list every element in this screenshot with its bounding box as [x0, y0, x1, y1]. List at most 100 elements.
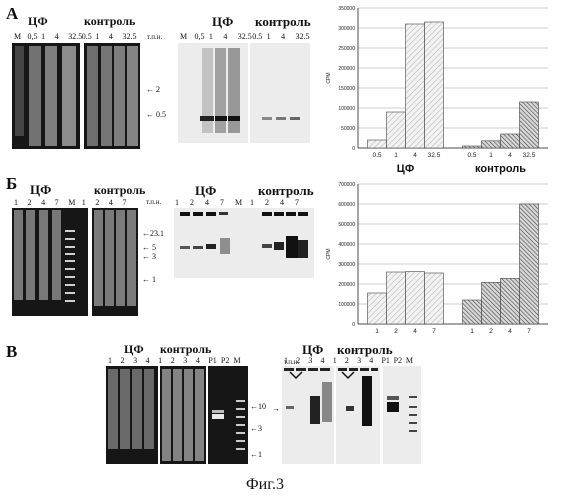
panel-label-a: А [6, 4, 18, 24]
gel-a-lane-labels: M0,51432.50.51432.5 [14, 32, 136, 42]
lane-label: 4 [369, 356, 373, 365]
y-tick-label: 500000 [338, 222, 355, 228]
bar [425, 22, 444, 148]
y-tick-label: 200000 [338, 66, 355, 72]
bar [425, 273, 444, 324]
bar [368, 140, 387, 148]
y-tick-label: 100000 [338, 302, 355, 308]
lane-label: 2 [95, 198, 99, 207]
blot-v-right-signal [383, 366, 421, 464]
lane-label: M [68, 198, 75, 207]
lane-label: 4 [55, 32, 59, 41]
blot-a-group1-label: ЦФ [212, 14, 233, 30]
lane-label: 1 [267, 32, 271, 41]
lane-label: 2 [190, 198, 194, 207]
bar [482, 141, 501, 148]
gel-a-right-image [84, 43, 140, 149]
bar [463, 300, 482, 324]
y-tick-label: 250000 [338, 46, 355, 52]
y-tick-label: 0 [352, 322, 355, 328]
lane-label: 4 [109, 198, 113, 207]
x-tick-label: 4 [508, 152, 512, 159]
lane-label: 1 [41, 32, 45, 41]
lane-label: P2 [394, 356, 402, 365]
gel-b-lane-labels: 1247M1247 [14, 198, 136, 208]
lane-label: 4 [196, 356, 200, 365]
y-axis-label: CPM [326, 72, 332, 83]
lane-label: 7 [220, 198, 224, 207]
blot-a-group2-label: контроль [255, 14, 311, 30]
x-tick-label: 4 [413, 152, 417, 159]
x-tick-label: 2 [394, 328, 398, 335]
gel-a-left-smears [12, 43, 80, 149]
gel-a-group1-label: ЦФ [28, 14, 48, 29]
blot-v-left-signal [282, 366, 334, 464]
blot-b-group2-label: контроль [258, 183, 314, 199]
bar [463, 146, 482, 148]
y-tick-label: 300000 [338, 262, 355, 268]
x-tick-label: 7 [432, 328, 436, 335]
lane-label: 1 [284, 356, 288, 365]
lane-label: 1 [95, 32, 99, 41]
x-tick-label: 7 [527, 328, 531, 335]
bar [387, 272, 406, 324]
bar [520, 102, 539, 148]
blot-b-signal [174, 208, 314, 278]
chart-a: 0500001000001500002000002500003000003500… [318, 0, 558, 180]
group-label: контроль [475, 163, 526, 175]
lane-label: 2 [265, 198, 269, 207]
gel-a-marker-05: ← 0.5 [146, 110, 166, 119]
gel-v-left-smears [106, 366, 158, 464]
gel-v-group1-label: ЦФ [124, 342, 144, 357]
blot-v-mid-image [336, 366, 380, 464]
lane-label: M [14, 32, 21, 41]
bar [501, 278, 520, 324]
y-tick-label: 700000 [338, 182, 355, 188]
lane-label: 0.5 [252, 32, 262, 41]
bar [406, 24, 425, 148]
blot-a-right-signal [250, 43, 310, 143]
lane-label: 1 [108, 356, 112, 365]
gel-v-mid-image [160, 366, 206, 464]
lane-label: 0,5 [194, 32, 204, 41]
bar [387, 112, 406, 148]
lane-label: M [406, 356, 413, 365]
blot-a-left-signal [178, 43, 248, 143]
y-tick-label: 300000 [338, 26, 355, 32]
blot-v-right-image [383, 366, 421, 464]
lane-label: 2 [296, 356, 300, 365]
lane-label: 0.5 [82, 32, 92, 41]
lane-label: 1 [175, 198, 179, 207]
x-tick-label: 0.5 [372, 152, 381, 159]
lane-label: 1 [250, 198, 254, 207]
x-tick-label: 0.5 [467, 152, 476, 159]
lane-label: 4 [146, 356, 150, 365]
gel-v-lane-labels: 12341234P1P2M [108, 356, 246, 366]
lane-label: 0,5 [28, 32, 38, 41]
blot-v-left-image [282, 366, 334, 464]
x-tick-label: 1 [489, 152, 493, 159]
lane-label: 7 [295, 198, 299, 207]
lane-label: 3 [183, 356, 187, 365]
lane-label: 3 [357, 356, 361, 365]
bar [406, 272, 425, 324]
blot-v-mid-signal [336, 366, 380, 464]
lane-label: 1 [82, 198, 86, 207]
x-tick-label: 1 [470, 328, 474, 335]
lane-label: 1 [158, 356, 162, 365]
blot-b-group1-label: ЦФ [195, 183, 216, 199]
blot-a-left-image [178, 43, 248, 143]
lane-label: M [233, 356, 240, 365]
lane-label: 32.5 [296, 32, 310, 41]
lane-label: 32.5 [68, 32, 82, 41]
y-tick-label: 100000 [338, 106, 355, 112]
y-tick-label: 350000 [338, 6, 355, 12]
gel-v-marker-10: ←10 [250, 402, 266, 411]
gel-a-marker-2: ← 2 [146, 85, 160, 94]
x-tick-label: 4 [508, 328, 512, 335]
gel-b-unit-label: т.п.н. [146, 198, 161, 206]
x-tick-label: 2 [489, 328, 493, 335]
bar [520, 204, 539, 324]
panel-label-b: Б [6, 174, 17, 194]
gel-a-right-smears [84, 43, 140, 149]
